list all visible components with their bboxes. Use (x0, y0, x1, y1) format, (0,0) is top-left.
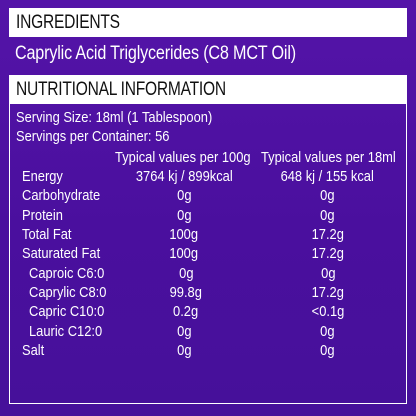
row-label: Carbohydrate (16, 187, 113, 204)
value-per-18ml: 648 kj / 155 kcal (280, 168, 374, 186)
table-row: Caproic C6:0 0g 0g (16, 263, 400, 282)
row-label-text: Carbohydrate (22, 187, 101, 205)
row-value-per-18ml: 648 kj / 155 kcal (255, 168, 400, 185)
row-label-text: Salt (22, 341, 45, 359)
ingredients-list: Caprylic Acid Triglycerides (C8 MCT Oil) (9, 37, 407, 71)
row-label-text: Caprylic C8:0 (29, 283, 107, 301)
row-label-text: Lauric C12:0 (29, 322, 103, 340)
row-value-per-100g: 0g (113, 187, 255, 204)
table-row: Total Fat 100g 17.2g (16, 225, 400, 244)
row-value-per-100g: 0g (116, 265, 256, 282)
table-row: Salt 0g 0g (16, 341, 400, 360)
row-value-per-18ml: 0g (255, 187, 400, 204)
table-row: Protein 0g 0g (16, 206, 400, 225)
nutrition-heading-bar: NUTRITIONAL INFORMATION (9, 75, 407, 104)
value-per-100g: 3764 kj / 899kcal (135, 168, 233, 186)
row-value-per-100g: 0g (113, 342, 255, 359)
servings-per-container: Servings per Container: 56 (16, 127, 400, 146)
row-value-per-18ml: 17.2g (255, 226, 400, 243)
value-per-100g: 99.8g (169, 283, 203, 301)
value-per-100g: 0g (177, 322, 192, 340)
row-label-text: Saturated Fat (22, 245, 101, 263)
ingredients-heading-bar: INGREDIENTS (9, 8, 407, 37)
value-per-100g: 0.2g (173, 303, 199, 321)
value-per-18ml: 17.2g (311, 226, 344, 244)
row-value-per-18ml: <0.1g (256, 303, 400, 320)
row-label: Lauric C12:0 (16, 323, 114, 340)
serving-size: Serving Size: 18ml (1 Tablespoon) (16, 108, 400, 127)
nutrition-panel: Serving Size: 18ml (1 Tablespoon) Servin… (9, 104, 407, 404)
column-header-per-100g-text: Typical values per 100g (115, 149, 251, 166)
ingredients-heading: INGREDIENTS (16, 12, 120, 33)
value-per-100g: 0g (176, 187, 192, 205)
value-per-100g: 0g (178, 264, 194, 282)
row-label-text: Caproic C6:0 (29, 264, 105, 282)
row-label: Protein (16, 207, 113, 224)
table-row: Lauric C12:0 0g 0g (16, 321, 400, 340)
table-header-row: Typical values per 100g Typical values p… (16, 148, 400, 167)
row-value-per-100g: 0g (114, 323, 255, 340)
column-header-per-100g: Typical values per 100g (104, 149, 251, 166)
row-label: Caproic C6:0 (16, 265, 116, 282)
row-value-per-18ml: 0g (256, 265, 400, 282)
table-row: Caprylic C8:0 99.8g 17.2g (16, 283, 400, 302)
value-per-18ml: 17.2g (311, 245, 344, 263)
row-value-per-18ml: 17.2g (255, 245, 400, 262)
row-label-text: Protein (22, 206, 63, 224)
value-per-18ml: 0g (320, 341, 335, 359)
row-label: Salt (16, 342, 113, 359)
table-row: Energy 3764 kj / 899kcal 648 kj / 155 kc… (16, 167, 400, 186)
servings-per-container-text: Servings per Container: 56 (16, 128, 170, 145)
row-label: Capric C10:0 (16, 303, 116, 320)
row-value-per-100g: 100g (113, 245, 255, 262)
table-row: Carbohydrate 0g 0g (16, 186, 400, 205)
row-value-per-100g: 0g (113, 207, 255, 224)
value-per-18ml: 0g (320, 322, 335, 340)
row-value-per-100g: 3764 kj / 899kcal (113, 168, 255, 185)
row-label: Saturated Fat (16, 245, 113, 262)
value-per-100g: 100g (169, 245, 199, 263)
row-value-per-18ml: 17.2g (256, 284, 400, 301)
row-label-text: Capric C10:0 (29, 303, 105, 321)
serving-size-text: Serving Size: 18ml (1 Tablespoon) (16, 109, 213, 126)
column-header-per-18ml: Typical values per 18ml (250, 149, 400, 166)
row-value-per-100g: 0.2g (116, 303, 256, 320)
row-label-text: Total Fat (22, 226, 72, 244)
row-value-per-18ml: 0g (255, 342, 400, 359)
value-per-18ml: 0g (320, 206, 335, 224)
value-per-18ml: <0.1g (311, 303, 345, 321)
row-label-text: Energy (22, 168, 63, 186)
ingredients-text: Caprylic Acid Triglycerides (C8 MCT Oil) (15, 43, 296, 64)
column-header-per-18ml-text: Typical values per 18ml (260, 149, 396, 166)
nutrition-heading: NUTRITIONAL INFORMATION (16, 79, 226, 100)
row-label: Energy (16, 168, 113, 185)
row-value-per-18ml: 0g (255, 323, 400, 340)
value-per-100g: 0g (176, 341, 192, 359)
value-per-18ml: 17.2g (311, 283, 345, 301)
value-per-18ml: 0g (320, 264, 336, 282)
value-per-100g: 0g (176, 206, 192, 224)
value-per-100g: 100g (169, 226, 199, 244)
row-value-per-100g: 100g (113, 226, 255, 243)
row-value-per-100g: 99.8g (116, 284, 256, 301)
table-row: Capric C10:0 0.2g <0.1g (16, 302, 400, 321)
value-per-18ml: 0g (320, 187, 335, 205)
row-label: Caprylic C8:0 (16, 284, 116, 301)
row-label: Total Fat (16, 226, 113, 243)
nutrition-table: Typical values per 100g Typical values p… (16, 148, 400, 360)
row-value-per-18ml: 0g (255, 207, 400, 224)
table-row: Saturated Fat 100g 17.2g (16, 244, 400, 263)
